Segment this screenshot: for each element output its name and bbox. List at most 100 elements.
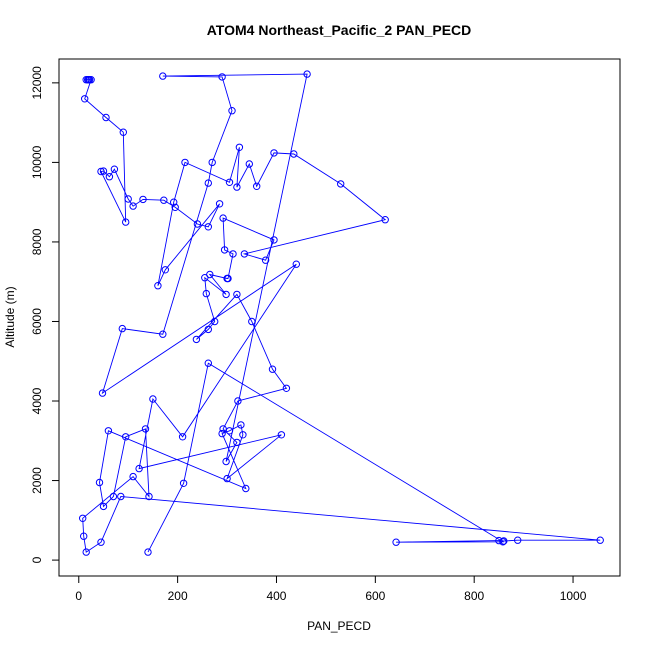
data-point [381, 216, 389, 224]
data-point [178, 433, 187, 441]
x-tick-label: 600 [365, 589, 385, 603]
data-point [81, 95, 89, 103]
data-point [104, 427, 113, 435]
data-point [122, 218, 130, 226]
data-point [222, 290, 230, 299]
y-tick-label: 6000 [30, 308, 44, 335]
x-tick-label: 0 [75, 589, 82, 603]
data-point [268, 365, 277, 373]
data-point [145, 492, 153, 501]
data-point [80, 532, 88, 540]
data-point [201, 274, 209, 282]
y-tick-label: 8000 [30, 228, 44, 255]
data-point [95, 478, 104, 487]
x-axis-label: PAN_PECD [307, 619, 371, 633]
data-point [97, 167, 105, 176]
data-point [135, 464, 143, 473]
data-point [159, 72, 167, 80]
data-point [220, 246, 229, 254]
data-point [204, 325, 213, 334]
data-point [270, 149, 278, 157]
data-point [202, 289, 211, 298]
data-point [233, 290, 241, 299]
data-point [79, 514, 87, 522]
data-point [110, 165, 119, 173]
x-tick-label: 400 [266, 589, 286, 603]
data-point [160, 196, 168, 204]
data-point [171, 203, 179, 212]
data-point [500, 537, 508, 545]
data-point [225, 178, 234, 187]
data-point [149, 395, 157, 403]
data-point [124, 195, 132, 203]
y-tick-label: 2000 [30, 467, 44, 494]
data-point [204, 223, 213, 231]
data-point [159, 330, 167, 338]
data-point [179, 479, 188, 487]
y-tick-label: 0 [30, 556, 44, 563]
data-point [242, 484, 250, 493]
data-point [211, 317, 219, 326]
data-point [219, 425, 227, 433]
data-point [225, 427, 234, 435]
y-tick-label: 12000 [30, 66, 44, 100]
data-point [277, 431, 286, 439]
data-point [204, 179, 213, 187]
data-point [223, 474, 231, 483]
data-point [223, 274, 231, 283]
data-point [97, 538, 105, 546]
data-point [392, 538, 400, 546]
data-point [239, 431, 247, 439]
data-point [245, 160, 254, 168]
data-point [102, 113, 110, 122]
series-group [79, 70, 604, 556]
data-point [337, 180, 345, 188]
x-tick-label: 200 [168, 589, 188, 603]
data-point [139, 195, 147, 204]
data-point [237, 421, 245, 429]
data-point [215, 200, 224, 208]
data-point [218, 73, 226, 81]
data-point [181, 158, 189, 167]
data-point [290, 150, 298, 158]
data-point [161, 266, 170, 274]
data-point [192, 335, 201, 344]
data-point [270, 236, 278, 244]
data-point [282, 384, 291, 392]
data-point [119, 128, 128, 136]
x-tick-label: 1000 [560, 589, 587, 603]
data-point [303, 70, 311, 78]
data-point [219, 214, 227, 222]
data-point [235, 143, 244, 152]
data-point [248, 317, 256, 326]
data-point [228, 107, 236, 115]
data-point [129, 202, 137, 210]
data-point [87, 76, 95, 84]
data-point [117, 492, 125, 501]
data-point [208, 158, 216, 167]
data-point [292, 260, 300, 268]
data-point [99, 167, 108, 175]
data-point [204, 359, 213, 367]
y-tick-label: 4000 [30, 387, 44, 414]
y-axis: 0 2000 4000 6000 8000 10000 12000 [30, 66, 60, 563]
x-tick-label: 800 [464, 589, 484, 603]
data-point [170, 198, 178, 206]
data-point [154, 282, 162, 290]
data-point [141, 425, 150, 433]
data-point [105, 173, 114, 181]
data-point [129, 472, 137, 481]
data-point [82, 548, 90, 556]
data-point [596, 536, 604, 544]
data-point [240, 250, 249, 258]
data-point [261, 256, 270, 264]
data-point [122, 433, 130, 441]
series-line [82, 73, 601, 553]
data-point [514, 536, 522, 544]
data-point [234, 397, 242, 405]
y-tick-label: 10000 [30, 145, 44, 179]
data-point [233, 438, 241, 447]
data-point [499, 538, 507, 546]
data-point [118, 324, 127, 333]
